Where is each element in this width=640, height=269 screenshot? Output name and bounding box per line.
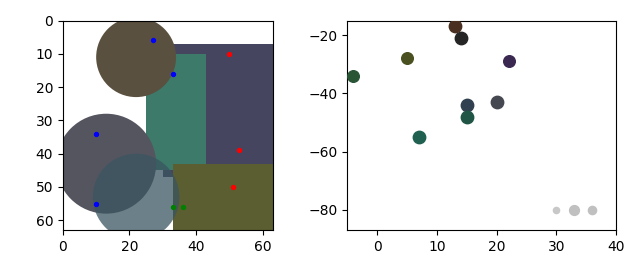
Point [414, 135, 424, 139]
Bar [173, 164, 273, 237]
Point [168, 205, 178, 209]
Point [588, 208, 598, 212]
Point [461, 115, 472, 119]
Point [461, 103, 472, 107]
Bar [146, 54, 206, 170]
Point [91, 201, 101, 206]
Point [456, 36, 466, 40]
Circle shape [96, 17, 176, 97]
Point [348, 74, 358, 78]
Point [551, 208, 561, 212]
Circle shape [56, 114, 156, 214]
Point [569, 208, 579, 212]
Bar [163, 44, 273, 177]
Point [148, 38, 158, 43]
Point [228, 185, 238, 189]
Point [234, 148, 244, 153]
Point [402, 56, 412, 61]
Point [168, 72, 178, 76]
Point [178, 205, 188, 209]
Point [504, 59, 514, 63]
Point [91, 132, 101, 136]
Point [224, 52, 234, 56]
Circle shape [93, 154, 179, 240]
Point [492, 100, 502, 104]
Point [450, 24, 460, 29]
